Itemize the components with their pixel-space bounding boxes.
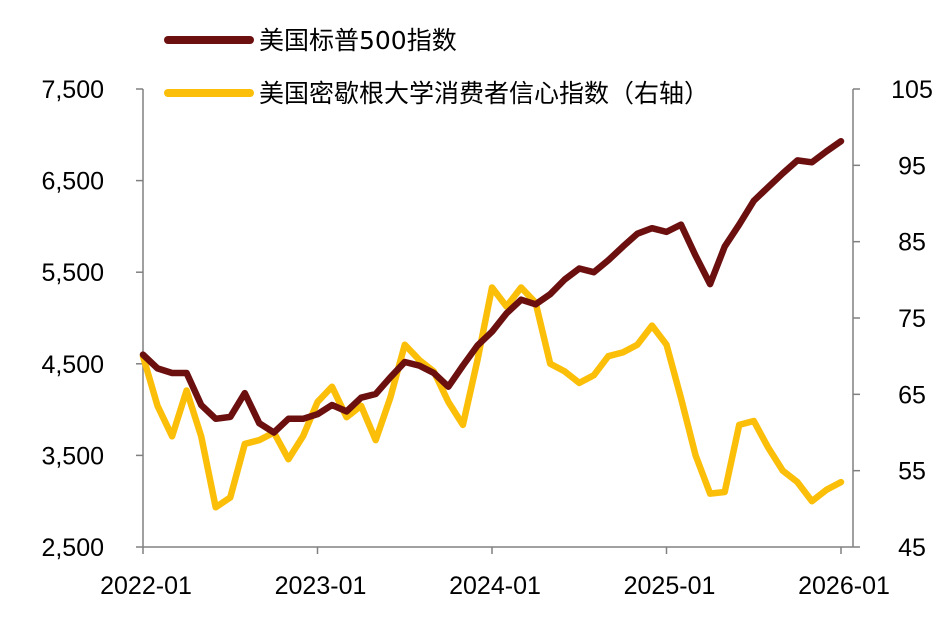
y-right-tick-label: 45 (898, 534, 926, 562)
legend-label-michigan: 美国密歇根大学消费者信心指数（右轴） (259, 79, 709, 108)
x-tick-label: 2023-01 (275, 572, 367, 600)
x-tick-label: 2024-01 (449, 572, 541, 600)
y-left-tick-label: 7,500 (41, 76, 104, 104)
y-left-tick-label: 5,500 (41, 259, 104, 287)
x-tick-label: 2026-01 (798, 572, 890, 600)
y-right-tick-label: 105 (891, 76, 933, 104)
y-right-tick-label: 95 (898, 152, 926, 180)
y-right-tick-label: 85 (898, 229, 926, 257)
y-right-tick-label: 55 (898, 458, 926, 486)
axes: 2,500 3,500 4,500 5,500 6,500 7,500 45 55 65 75 85… (41, 76, 932, 600)
y-right-tick-label: 75 (898, 305, 926, 333)
x-tick-label: 2025-01 (624, 572, 716, 600)
legend-label-sp500: 美国标普500指数 (259, 26, 457, 55)
x-tick-label: 2022-01 (100, 572, 192, 600)
series-line-michigan (139, 284, 845, 511)
y-left-tick-label: 3,500 (41, 442, 104, 470)
y-right-tick-label: 65 (898, 381, 926, 409)
legend: 美国标普500指数 美国密歇根大学消费者信心指数（右轴） (164, 26, 709, 108)
y-left-tick-label: 4,500 (41, 351, 104, 379)
y-left-tick-label: 6,500 (41, 168, 104, 196)
series-group (139, 137, 845, 511)
series-line-sp500 (139, 137, 845, 436)
y-left-tick-label: 2,500 (41, 534, 104, 562)
